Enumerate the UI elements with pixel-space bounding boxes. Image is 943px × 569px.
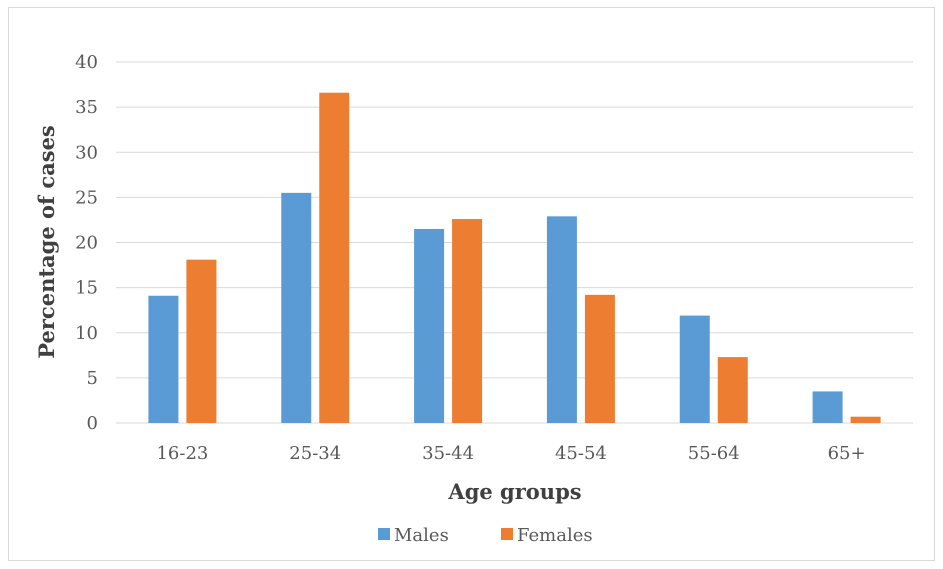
legend-label-males: Males [394,525,449,546]
bar-males-25-34 [281,192,312,423]
y-axis-title: Percentage of cases [34,125,59,358]
bar-males-45-54 [546,216,577,423]
bar-males-65+ [812,391,843,423]
x-tick-label: 25-34 [289,443,341,464]
x-tick-label: 65+ [828,443,866,464]
y-tick-label: 10 [75,323,98,344]
y-tick-label: 40 [75,52,98,73]
bar-females-45-54 [584,294,615,423]
bar-males-16-23 [148,295,179,423]
bar-females-55-64 [717,357,748,423]
bar-females-65+ [850,416,881,423]
legend-label-females: Females [517,525,593,546]
y-tick-label: 0 [87,413,98,434]
legend-swatch-males [378,528,390,540]
bar-females-35-44 [452,219,483,423]
bar-males-35-44 [414,228,445,423]
y-axis-ticks: 0 5 10 15 20 25 30 35 40 [75,52,98,434]
bar-females-25-34 [319,92,350,423]
y-tick-label: 15 [75,278,98,299]
x-tick-label: 35-44 [422,443,474,464]
x-axis-title: Age groups [447,479,581,504]
x-axis-ticks: 16-23 25-34 35-44 45-54 55-64 65+ [156,443,865,464]
y-tick-label: 25 [75,187,98,208]
y-tick-label: 20 [75,233,98,254]
legend-swatch-females [501,528,513,540]
x-tick-label: 16-23 [156,443,208,464]
y-tick-label: 5 [87,368,98,389]
x-tick-label: 55-64 [688,443,740,464]
bar-females-16-23 [186,259,217,423]
y-tick-label: 35 [75,97,98,118]
x-tick-label: 45-54 [555,443,607,464]
legend: Males Females [378,525,593,546]
gridlines [116,61,913,424]
y-tick-label: 30 [75,142,98,163]
bars [148,92,881,423]
bar-males-55-64 [679,315,710,423]
